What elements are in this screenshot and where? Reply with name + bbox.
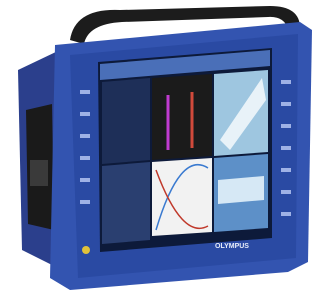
a-scan-view (152, 74, 212, 160)
screen-panel (102, 162, 150, 244)
brand-label: OLYMPUS (215, 243, 249, 250)
screen-menu (102, 78, 150, 164)
connector (30, 160, 48, 186)
c-scan-band (218, 176, 264, 204)
status-led (82, 246, 90, 254)
curve-view (152, 158, 212, 236)
device-photo: OLYMPUS (0, 0, 321, 297)
